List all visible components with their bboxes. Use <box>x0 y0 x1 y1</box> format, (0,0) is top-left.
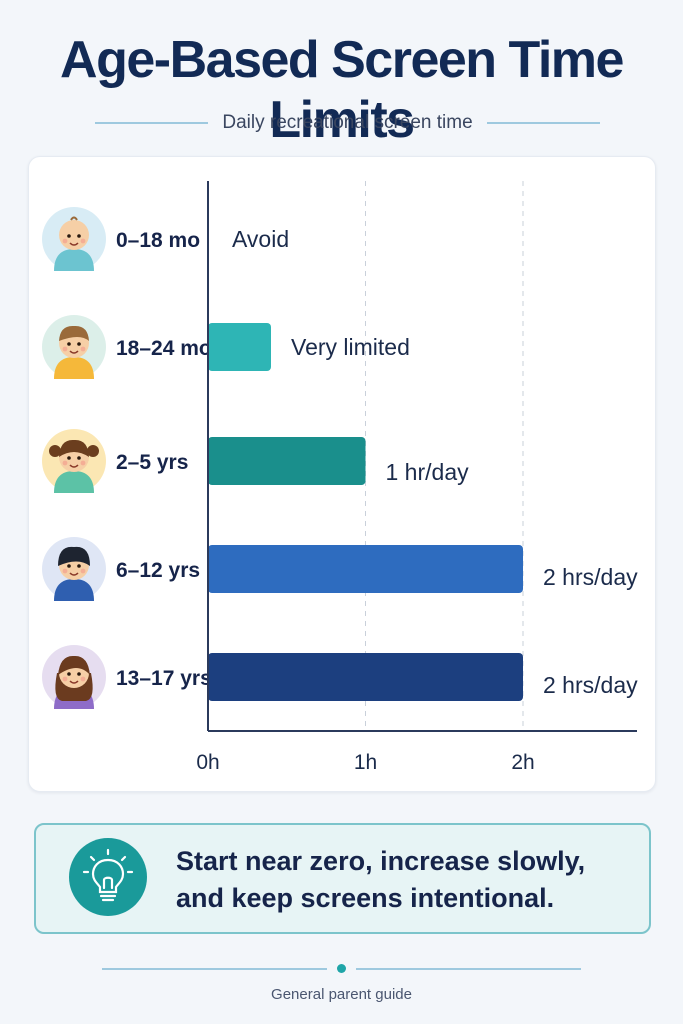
value-label: 2 hrs/day <box>543 564 638 590</box>
category-label: 0–18 mo <box>116 229 200 252</box>
chart-card: 0–18 mo Avoid 18–24 mo Very limited 2–5 yrs 1… <box>28 156 656 792</box>
girl-pigtails-avatar <box>49 439 99 493</box>
x-tick-label: 0h <box>196 751 219 774</box>
category-label: 13–17 yrs <box>116 667 212 690</box>
footer-text: General parent guide <box>271 986 412 1003</box>
subtitle-right-rule <box>486 122 601 124</box>
x-tick-label: 1h <box>354 751 377 774</box>
bar-chart: 0–18 mo Avoid 18–24 mo Very limited 2–5 yrs 1… <box>42 181 638 774</box>
footer-dot <box>337 964 346 973</box>
category-label: 2–5 yrs <box>116 451 188 474</box>
value-label: 2 hrs/day <box>543 672 638 698</box>
bar-3 <box>208 545 523 593</box>
baby-avatar <box>54 216 94 271</box>
value-label: 1 hr/day <box>386 459 470 485</box>
bar-2 <box>208 437 366 485</box>
boy-avatar <box>54 546 94 601</box>
page-title: Age-Based Screen Time Limits <box>60 31 624 149</box>
bar-1 <box>208 323 271 371</box>
subtitle-left-rule <box>95 122 209 124</box>
category-label: 6–12 yrs <box>116 559 200 582</box>
chart-subtitle: Daily recreational screen time <box>222 112 473 133</box>
footer-left-rule <box>102 968 327 970</box>
tip-text: Start near zero, increase slowly, and ke… <box>176 843 616 917</box>
category-label: 18–24 mo <box>116 337 212 360</box>
value-label: Very limited <box>291 334 410 360</box>
toddler-avatar <box>54 325 94 379</box>
teen-girl-avatar <box>54 655 94 709</box>
bar-4 <box>208 653 523 701</box>
tip-box: Start near zero, increase slowly, and ke… <box>34 823 651 934</box>
tip-line-1: Start near zero, increase slowly, <box>176 846 586 876</box>
tip-line-2: and keep screens intentional. <box>176 883 555 913</box>
x-tick-label: 2h <box>511 751 534 774</box>
subtitle-row: Daily recreational screen time <box>95 110 601 136</box>
footer-right-rule <box>356 968 581 970</box>
value-label: Avoid <box>232 226 289 252</box>
lightbulb-icon <box>69 838 147 916</box>
